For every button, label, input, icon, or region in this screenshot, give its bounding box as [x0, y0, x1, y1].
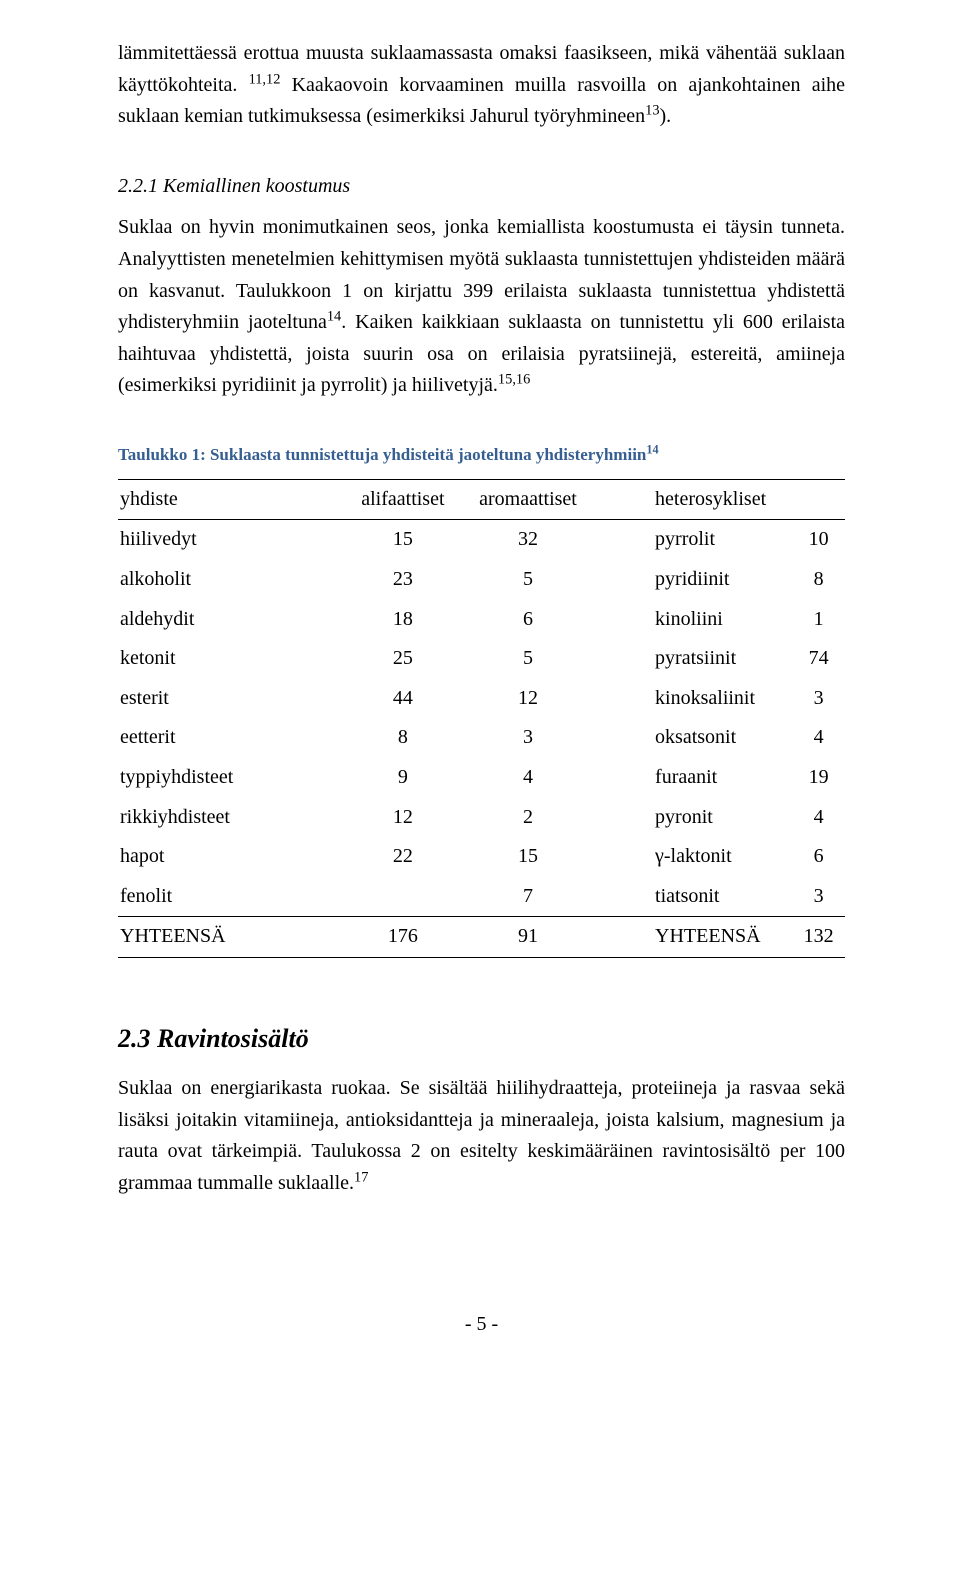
cell: pyratsiinit	[595, 639, 798, 679]
citation-sup: 17	[354, 1169, 368, 1185]
table-header: heterosykliset	[595, 479, 845, 520]
cell: typpiyhdisteet	[118, 758, 345, 798]
table-header: yhdiste	[118, 479, 345, 520]
table-row: aldehydit 18 6 kinoliini 1	[118, 600, 845, 640]
cell: ketonit	[118, 639, 345, 679]
cell: aldehydit	[118, 600, 345, 640]
cell: 1	[798, 600, 845, 640]
paragraph-3: Suklaa on energiarikasta ruokaa. Se sisä…	[118, 1073, 845, 1199]
table-row: typpiyhdisteet 9 4 furaanit 19	[118, 758, 845, 798]
cell: fenolit	[118, 877, 345, 917]
cell: 176	[345, 917, 467, 958]
cell: eetterit	[118, 718, 345, 758]
citation-sup: 15,16	[498, 372, 530, 388]
page-number: - 5 -	[118, 1309, 845, 1341]
caption-text: Taulukko 1: Suklaasta tunnistettuja yhdi…	[118, 445, 646, 464]
table-row: esterit 44 12 kinoksaliinit 3	[118, 679, 845, 719]
cell: 3	[798, 679, 845, 719]
cell: 5	[467, 639, 595, 679]
cell: oksatsonit	[595, 718, 798, 758]
text: ).	[660, 105, 672, 127]
cell: 4	[798, 798, 845, 838]
cell: 6	[467, 600, 595, 640]
cell: kinoliini	[595, 600, 798, 640]
cell: 4	[467, 758, 595, 798]
cell: 3	[798, 877, 845, 917]
cell: 4	[798, 718, 845, 758]
cell: 3	[467, 718, 595, 758]
table-header: alifaattiset	[345, 479, 467, 520]
cell: 74	[798, 639, 845, 679]
paragraph-1: lämmitettäessä erottua muusta suklaamass…	[118, 38, 845, 133]
cell: pyronit	[595, 798, 798, 838]
table-row: alkoholit 23 5 pyridiinit 8	[118, 560, 845, 600]
cell: pyridiinit	[595, 560, 798, 600]
table-caption: Taulukko 1: Suklaasta tunnistettuja yhdi…	[118, 442, 845, 469]
paragraph-2: Suklaa on hyvin monimutkainen seos, jonk…	[118, 212, 845, 402]
cell	[345, 877, 467, 917]
citation-sup: 13	[645, 103, 659, 119]
cell: furaanit	[595, 758, 798, 798]
citation-sup: 14	[646, 442, 658, 456]
cell: 6	[798, 837, 845, 877]
table-row: ketonit 25 5 pyratsiinit 74	[118, 639, 845, 679]
table-row: hiilivedyt 15 32 pyrrolit 10	[118, 520, 845, 560]
cell: YHTEENSÄ	[118, 917, 345, 958]
cell: 32	[467, 520, 595, 560]
cell: 91	[467, 917, 595, 958]
cell: 8	[345, 718, 467, 758]
cell: kinoksaliinit	[595, 679, 798, 719]
cell: 22	[345, 837, 467, 877]
section-heading: 2.3 Ravintosisältö	[118, 1018, 845, 1059]
text: Suklaa on energiarikasta ruokaa. Se sisä…	[118, 1077, 845, 1194]
cell: rikkiyhdisteet	[118, 798, 345, 838]
cell: 25	[345, 639, 467, 679]
cell: 2	[467, 798, 595, 838]
cell: alkoholit	[118, 560, 345, 600]
compounds-table: yhdiste alifaattiset aromaattiset hetero…	[118, 479, 845, 958]
table-body: hiilivedyt 15 32 pyrrolit 10 alkoholit 2…	[118, 520, 845, 958]
table-header: aromaattiset	[467, 479, 595, 520]
cell: 8	[798, 560, 845, 600]
cell: 12	[467, 679, 595, 719]
cell: 15	[467, 837, 595, 877]
cell: 132	[798, 917, 845, 958]
table-row: fenolit 7 tiatsonit 3	[118, 877, 845, 917]
cell: 18	[345, 600, 467, 640]
cell: 15	[345, 520, 467, 560]
cell: γ-laktonit	[595, 837, 798, 877]
table-total-row: YHTEENSÄ 176 91 YHTEENSÄ 132	[118, 917, 845, 958]
cell: pyrrolit	[595, 520, 798, 560]
cell: 10	[798, 520, 845, 560]
cell: hapot	[118, 837, 345, 877]
cell: 9	[345, 758, 467, 798]
cell: esterit	[118, 679, 345, 719]
table-row: rikkiyhdisteet 12 2 pyronit 4	[118, 798, 845, 838]
citation-sup: 11,12	[249, 71, 281, 87]
cell: 19	[798, 758, 845, 798]
citation-sup: 14	[327, 309, 341, 325]
subsection-heading: 2.2.1 Kemiallinen koostumus	[118, 171, 845, 203]
cell: YHTEENSÄ	[595, 917, 798, 958]
cell: 23	[345, 560, 467, 600]
cell: hiilivedyt	[118, 520, 345, 560]
table-row: eetterit 8 3 oksatsonit 4	[118, 718, 845, 758]
cell: 44	[345, 679, 467, 719]
cell: 7	[467, 877, 595, 917]
cell: 5	[467, 560, 595, 600]
table-header-row: yhdiste alifaattiset aromaattiset hetero…	[118, 479, 845, 520]
table-row: hapot 22 15 γ-laktonit 6	[118, 837, 845, 877]
page: lämmitettäessä erottua muusta suklaamass…	[0, 0, 960, 1386]
cell: 12	[345, 798, 467, 838]
cell: tiatsonit	[595, 877, 798, 917]
